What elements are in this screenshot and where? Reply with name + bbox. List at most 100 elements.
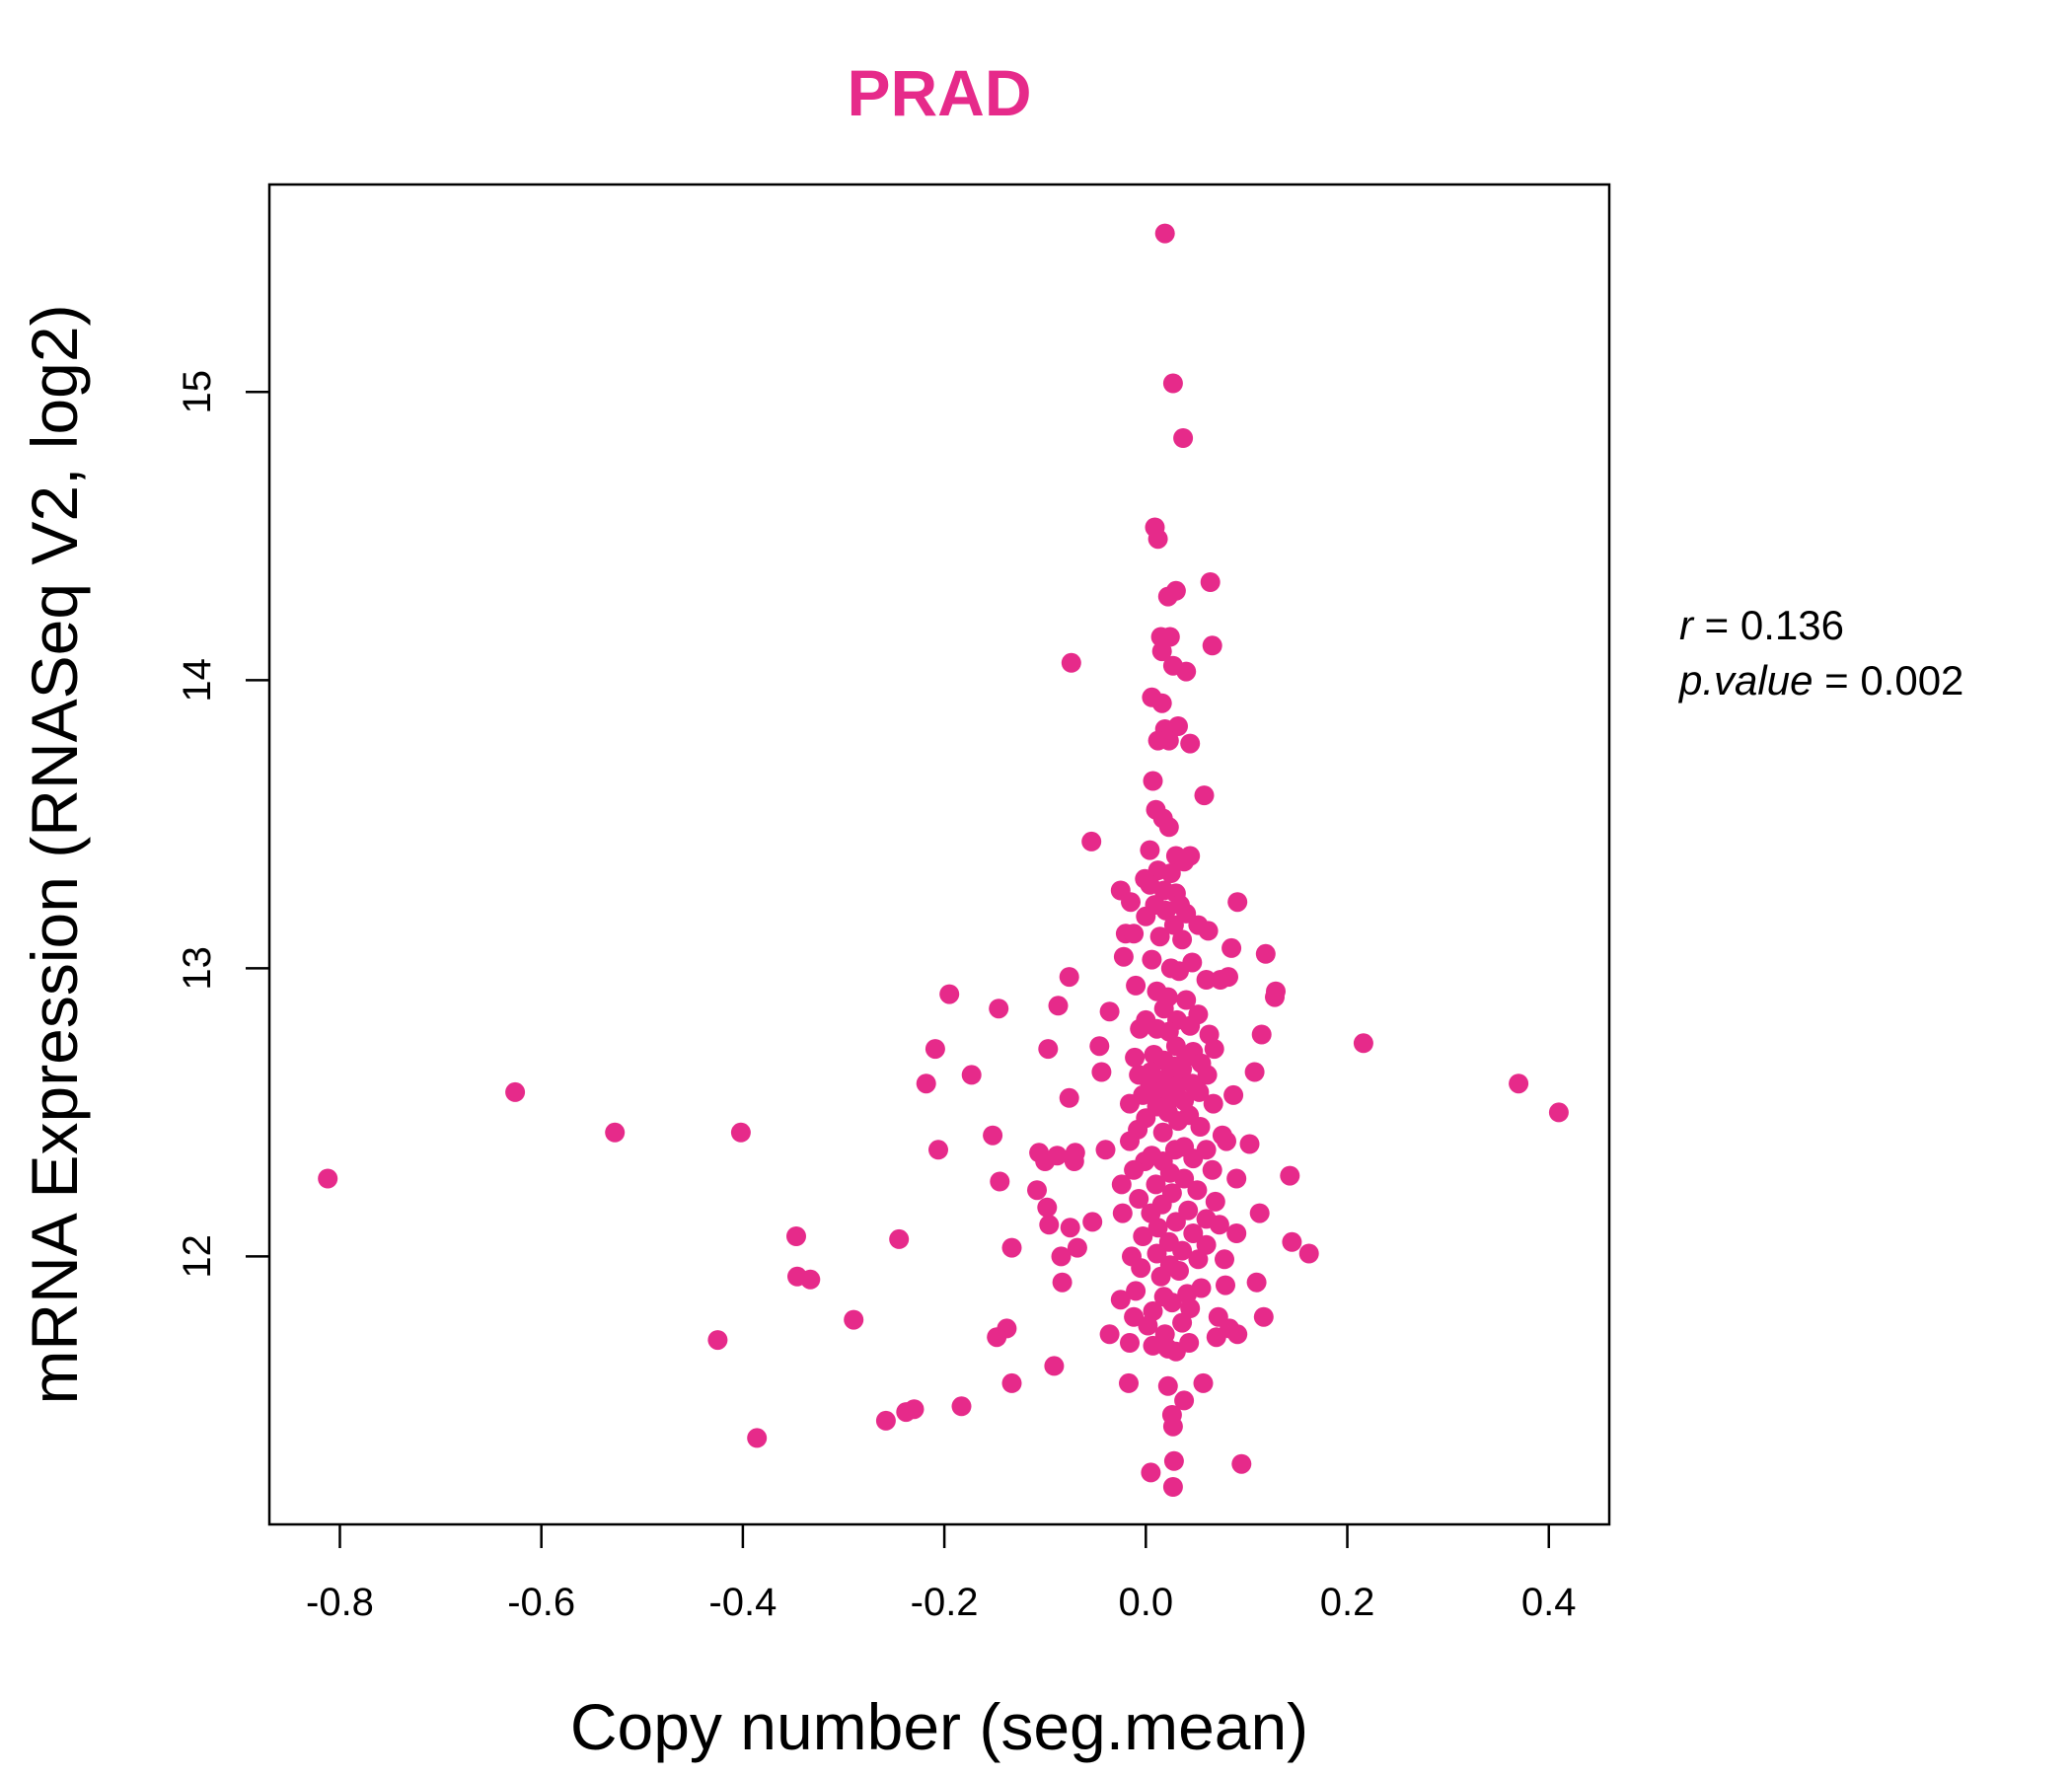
y-axis: 12 13 14 15 [176,370,269,1279]
data-point [1226,1168,1247,1189]
data-point [1133,1226,1153,1246]
data-point [1157,1375,1178,1396]
data-point [1253,1306,1274,1327]
data-point [1120,1093,1140,1114]
data-point [1223,1084,1244,1105]
data-point [1124,924,1145,944]
data-point [1089,1036,1110,1057]
data-point [1113,946,1134,967]
data-point [983,1125,1003,1146]
data-point [1221,937,1242,958]
data-point [1091,1062,1112,1082]
data-point [1180,733,1201,754]
data-point [1154,223,1175,244]
data-point [1142,949,1162,970]
data-point [1205,1191,1225,1212]
data-point [1202,635,1222,656]
data-point [928,1140,948,1160]
data-point [1129,1189,1149,1209]
data-point [1198,921,1219,941]
data-point [1112,1203,1133,1223]
data-point [1200,572,1221,592]
data-point [925,1039,945,1060]
data-point [1067,1237,1087,1258]
data-point [1131,1258,1151,1279]
data-point [1227,892,1248,913]
data-point [1251,1024,1272,1045]
data-point [1209,1215,1229,1235]
data-point [1298,1243,1319,1264]
data-point [1001,1372,1022,1393]
data-point [990,1171,1010,1192]
data-point [1099,1001,1120,1022]
data-point [1143,771,1163,791]
data-point [1255,943,1276,964]
data-point [875,1410,896,1431]
y-tick-label: 13 [176,946,219,991]
data-point [1548,1102,1569,1123]
data-point [1190,1117,1211,1137]
p-symbol: p.value [1677,657,1813,703]
data-point [1051,1246,1072,1267]
data-point [1158,730,1179,751]
y-axis-label: mRNA Expression (RNASeq V2, log2) [18,304,91,1404]
p-stat: p.value = 0.002 [1677,657,1963,703]
data-point [1162,373,1183,394]
data-point [747,1428,768,1448]
chart-title: PRAD [847,56,1031,129]
y-tick-label: 15 [176,370,219,414]
data-point [1180,1298,1201,1318]
data-point [1130,1018,1150,1039]
x-tick-label: 0.4 [1521,1581,1577,1624]
data-point [1146,1174,1166,1195]
x-tick-label: 0.0 [1119,1581,1174,1624]
data-point [1174,1168,1195,1189]
x-axis: -0.8 -0.6 -0.4 -0.2 0.0 0.2 0.4 [306,1524,1577,1624]
data-point [1173,428,1194,448]
data-point [1037,1197,1058,1218]
data-point [707,1330,728,1351]
data-point [1162,1416,1183,1437]
data-point [1126,1281,1147,1301]
data-point [1196,970,1217,990]
data-point [1169,961,1189,982]
data-point [1282,1231,1302,1252]
data-point [1081,831,1102,851]
data-point [1174,1390,1195,1411]
data-point [1187,1180,1208,1201]
data-point [1120,1333,1140,1353]
data-point [786,1226,806,1246]
data-point [1176,990,1197,1010]
r-stat: r = 0.136 [1679,602,1844,648]
data-point [1150,1266,1171,1287]
data-point [1060,1218,1080,1238]
data-point [1176,661,1197,682]
data-point [1153,999,1174,1019]
data-point [1206,1327,1226,1348]
data-point [1059,1087,1079,1108]
data-point [1188,1249,1209,1270]
data-point [951,1396,972,1417]
data-point [1151,641,1172,662]
data-point [1147,529,1168,550]
p-value: 0.002 [1860,657,1963,703]
data-point [605,1122,626,1143]
data-point [1110,1290,1131,1310]
data-point [1216,1275,1235,1295]
data-point [1174,851,1195,872]
p-equals: = [1813,657,1860,703]
data-point [1204,1039,1224,1060]
data-point [1125,1047,1146,1068]
data-point [1197,1065,1218,1085]
data-point [916,1073,936,1094]
data-point [505,1081,526,1102]
data-points [318,223,1569,1497]
data-point [1157,586,1178,607]
data-point [1052,1272,1073,1293]
data-point [1246,1272,1267,1293]
data-point [1044,1356,1065,1376]
data-point [1163,1450,1184,1471]
data-point [989,999,1009,1019]
data-point [1048,996,1069,1016]
data-point [1157,1338,1178,1359]
